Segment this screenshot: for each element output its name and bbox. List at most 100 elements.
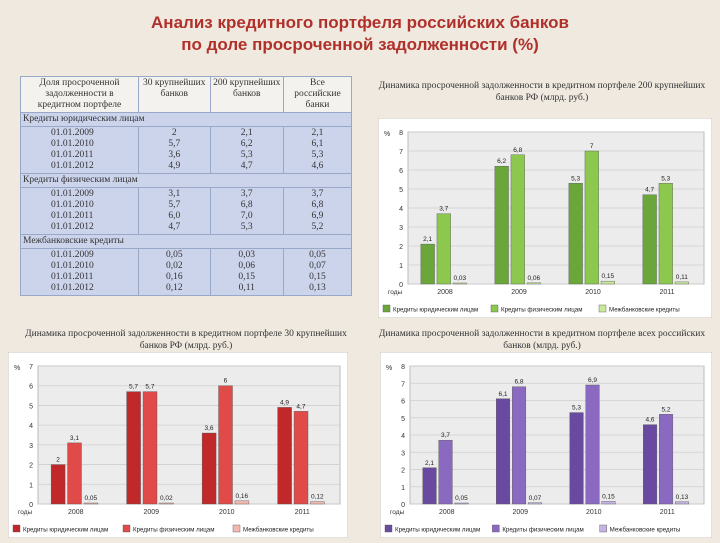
data-label: 5,2 xyxy=(661,406,670,413)
table-row: Кредиты физическим лицам xyxy=(20,173,352,188)
data-label: 2 xyxy=(56,457,60,464)
data-label: 0,05 xyxy=(85,495,98,502)
bar xyxy=(277,407,292,505)
y-tick-label: 2 xyxy=(399,244,403,251)
table-row: 01.01.2009 01.01.2010 01.01.2011 01.01.2… xyxy=(20,126,353,174)
bar xyxy=(642,194,657,285)
table-row: 01.01.2009 01.01.2010 01.01.2011 01.01.2… xyxy=(20,187,353,235)
data-label: 6,2 xyxy=(497,158,506,165)
legend-swatch xyxy=(382,304,391,313)
y-tick-label: 3 xyxy=(29,443,33,450)
x-tick-label: 2009 xyxy=(143,509,159,516)
y-axis-label: % xyxy=(384,131,390,138)
x-axis-label: годы xyxy=(18,509,32,516)
header-all-banks: Все российские банки xyxy=(282,76,353,113)
section-label: Кредиты физическим лицам xyxy=(20,173,352,188)
bar xyxy=(454,502,469,505)
y-tick-label: 5 xyxy=(29,403,33,410)
y-tick-label: 7 xyxy=(29,364,33,371)
bar xyxy=(452,282,467,285)
bar xyxy=(658,183,673,285)
legend-swatch xyxy=(599,524,607,533)
y-tick-label: 2 xyxy=(401,468,405,475)
data-label: 0,02 xyxy=(160,495,173,502)
data-label: 5,3 xyxy=(661,175,670,182)
chart-30-banks: 0 1 2 3 4 5 6 7% 2 3,1 0,05 2008 5,7 5,7 0,02 2009 3,6 6 0… xyxy=(7,351,349,539)
bar xyxy=(584,150,599,285)
data-label: 5,3 xyxy=(571,175,580,182)
x-tick-label: 2009 xyxy=(512,509,528,516)
y-tick-label: 6 xyxy=(399,168,403,175)
value-cell: 3,7 6,8 6,9 5,2 xyxy=(282,187,353,235)
data-label: 0,13 xyxy=(676,494,689,501)
bar xyxy=(438,439,453,505)
legend-label: Межбанковские кредиты xyxy=(609,307,680,314)
bar xyxy=(83,502,99,505)
bar xyxy=(293,411,309,505)
bar xyxy=(659,414,674,505)
bar xyxy=(528,502,543,505)
value-cell: 0,05 0,02 0,16 0,12 xyxy=(138,248,211,296)
x-tick-label: 2008 xyxy=(68,509,84,516)
value-cell: 3,1 5,7 6,0 4,7 xyxy=(138,187,211,235)
legend-label: Межбанковские кредиты xyxy=(610,527,681,534)
data-label: 0,03 xyxy=(453,275,466,282)
legend-swatch xyxy=(598,304,607,313)
bar xyxy=(512,386,527,505)
legend-swatch xyxy=(232,524,241,533)
data-label: 2,1 xyxy=(425,460,434,467)
legend-label: Межбанковские кредиты xyxy=(243,527,314,534)
caption-30-banks: Динамика просроченной задолженности в кр… xyxy=(25,329,347,351)
y-tick-label: 3 xyxy=(399,225,403,232)
data-label: 4,9 xyxy=(280,399,289,406)
legend-swatch xyxy=(492,524,500,533)
caption-all-banks: Динамика просроченной задолженности в кр… xyxy=(378,329,706,351)
bar xyxy=(643,424,658,505)
bar xyxy=(142,391,158,505)
table-row: Межбанковские кредиты xyxy=(20,234,352,249)
data-label: 6,1 xyxy=(498,391,507,398)
x-tick-label: 2011 xyxy=(660,509,675,516)
bar xyxy=(496,398,511,505)
chart-200-banks: 0 1 2 3 4 5 6 7 8% 2,1 3,7 0,03 2008 6,2 6,8 0,06 2009 5,… xyxy=(377,117,713,319)
y-tick-label: 5 xyxy=(401,416,405,423)
y-tick-label: 6 xyxy=(401,399,405,406)
bar xyxy=(569,412,584,505)
y-tick-label: 0 xyxy=(29,502,33,509)
data-label: 3,7 xyxy=(441,432,450,439)
data-label: 0,15 xyxy=(602,493,615,500)
data-label: 2,1 xyxy=(423,236,432,243)
data-label: 0,12 xyxy=(311,494,324,501)
y-tick-label: 4 xyxy=(29,423,33,430)
x-axis-label: годы xyxy=(390,509,404,516)
y-tick-label: 1 xyxy=(29,482,33,489)
y-tick-label: 0 xyxy=(399,282,403,289)
data-label: 5,3 xyxy=(572,405,581,412)
value-cell: 2 5,7 3,6 4,9 xyxy=(138,126,211,174)
bar xyxy=(159,502,174,505)
title-line-2: по доле просроченной задолженности (%) xyxy=(181,35,539,54)
header-30-banks: 30 крупнейших банков xyxy=(138,76,211,113)
bar xyxy=(420,243,435,285)
y-tick-label: 1 xyxy=(399,263,403,270)
data-label: 6,8 xyxy=(513,147,522,154)
legend-label: Кредиты юридическим лицам xyxy=(393,307,478,314)
y-tick-label: 1 xyxy=(401,485,405,492)
data-label: 6,8 xyxy=(514,379,523,386)
value-cell: 0,05 0,07 0,15 0,13 xyxy=(282,248,353,296)
bar xyxy=(526,282,541,285)
legend-label: Кредиты юридическим лицам xyxy=(395,527,480,534)
bar xyxy=(310,501,325,505)
title-line-1: Анализ кредитного портфеля российских ба… xyxy=(151,13,569,32)
data-label: 0,11 xyxy=(676,274,689,281)
bar xyxy=(510,154,525,285)
x-tick-label: 2008 xyxy=(439,509,455,516)
section-label: Межбанковские кредиты xyxy=(20,234,352,249)
bar xyxy=(601,501,616,505)
bar xyxy=(218,385,233,505)
x-tick-label: 2011 xyxy=(295,509,310,516)
data-label: 0,06 xyxy=(527,275,540,282)
data-label: 3,7 xyxy=(439,206,448,213)
data-label: 5,7 xyxy=(129,384,138,391)
